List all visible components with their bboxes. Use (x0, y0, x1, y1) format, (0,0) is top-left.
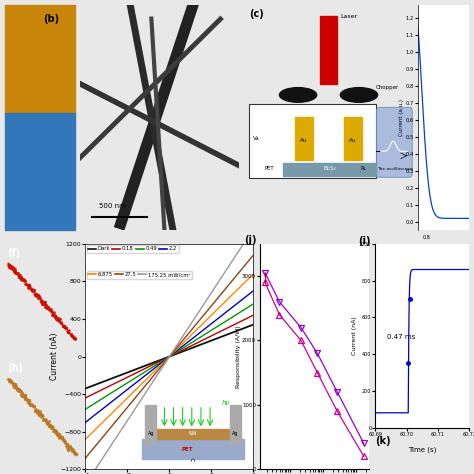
Text: Au: Au (349, 137, 356, 143)
Text: 500 nm: 500 nm (99, 203, 126, 209)
Text: Chopper: Chopper (376, 84, 399, 90)
Text: V$_A$: V$_A$ (253, 134, 261, 143)
Text: Bi₂S₃: Bi₂S₃ (323, 166, 336, 172)
Text: (j): (j) (244, 235, 256, 245)
Text: The oscilloscope: The oscilloscope (376, 167, 412, 172)
Ellipse shape (340, 88, 378, 102)
Text: (f): (f) (7, 248, 20, 258)
Legend: 6.875, 27.5, 175.25 mW/cm²: 6.875, 27.5, 175.25 mW/cm² (87, 271, 192, 279)
Bar (5, 113, 75, 230)
Text: Time (s): Time (s) (408, 446, 437, 453)
Text: 0.47 ms: 0.47 ms (387, 334, 415, 340)
FancyBboxPatch shape (377, 107, 412, 177)
Text: Au: Au (301, 137, 308, 143)
Y-axis label: Current (nA): Current (nA) (352, 316, 357, 355)
Y-axis label: Responsibility (A/W): Responsibility (A/W) (236, 325, 240, 388)
Text: (h): (h) (7, 363, 23, 373)
Bar (5, 5, 75, 113)
Bar (249, 104, 376, 178)
Bar (344, 118, 362, 160)
Bar (320, 16, 337, 84)
Ellipse shape (280, 88, 317, 102)
Text: R$_L$: R$_L$ (360, 164, 367, 173)
Text: (b): (b) (44, 14, 60, 24)
Text: (i): (i) (358, 237, 371, 246)
Text: 0.8: 0.8 (423, 235, 430, 240)
Text: Laser: Laser (340, 14, 357, 19)
Bar (295, 118, 313, 160)
Y-axis label: Current (a.u.): Current (a.u.) (400, 99, 404, 136)
Text: (c): (c) (249, 9, 264, 19)
Text: PET: PET (264, 166, 274, 172)
Y-axis label: Current (nA): Current (nA) (50, 333, 59, 380)
Bar (283, 163, 376, 176)
Text: (k): (k) (375, 436, 391, 446)
